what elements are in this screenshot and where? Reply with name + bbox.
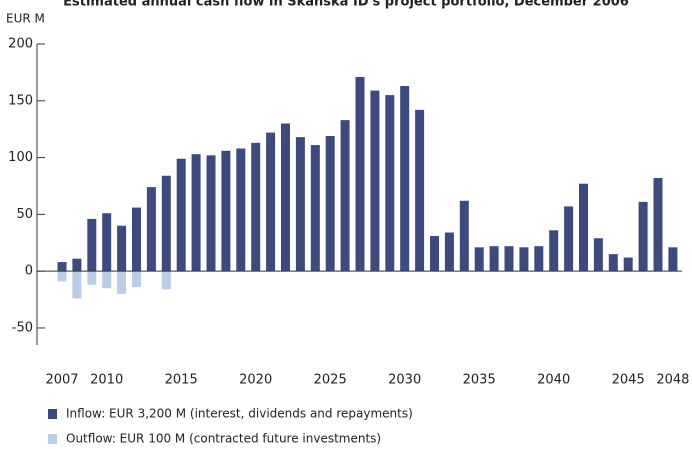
bar bbox=[400, 86, 410, 272]
bar bbox=[57, 262, 67, 272]
bar bbox=[281, 123, 290, 272]
bar bbox=[251, 142, 261, 272]
bar bbox=[474, 247, 484, 272]
bar bbox=[266, 132, 276, 272]
y-tick-label: -50 bbox=[12, 320, 33, 335]
bar bbox=[57, 271, 67, 282]
bar bbox=[72, 258, 82, 272]
bar bbox=[87, 218, 97, 272]
bar bbox=[102, 271, 112, 289]
x-tick-label: 2007 bbox=[45, 373, 78, 388]
bar bbox=[117, 225, 127, 272]
bar bbox=[132, 271, 141, 288]
x-tick-label: 2025 bbox=[314, 373, 347, 388]
bar bbox=[623, 257, 633, 272]
y-tick-label: 150 bbox=[8, 93, 33, 108]
bar bbox=[653, 178, 663, 272]
bar bbox=[72, 271, 82, 299]
y-tick-label: 50 bbox=[16, 207, 33, 222]
bar bbox=[355, 76, 365, 272]
bar bbox=[415, 109, 425, 272]
bar bbox=[340, 120, 350, 272]
x-tick-label: 2015 bbox=[165, 373, 198, 388]
bar bbox=[87, 271, 97, 285]
bar bbox=[385, 95, 395, 272]
bar bbox=[206, 155, 216, 272]
bar bbox=[310, 145, 320, 272]
bar bbox=[534, 246, 544, 272]
bar bbox=[325, 136, 335, 272]
bar bbox=[504, 246, 514, 272]
bar bbox=[236, 148, 246, 272]
bar bbox=[221, 150, 231, 272]
bar bbox=[489, 246, 499, 272]
bar bbox=[519, 247, 529, 272]
bar bbox=[459, 200, 469, 272]
x-tick-label: 2045 bbox=[612, 373, 645, 388]
bar bbox=[102, 213, 112, 272]
bar bbox=[117, 271, 127, 294]
y-tick-label: 200 bbox=[8, 37, 33, 52]
x-tick-label: 2048 bbox=[656, 373, 689, 388]
bar bbox=[579, 183, 588, 272]
chart-title: Estimated annual cash flow in Skanska ID… bbox=[63, 0, 629, 10]
legend-label: Inflow: EUR 3,200 M (interest, dividends… bbox=[66, 407, 413, 421]
y-axis-label: EUR M bbox=[6, 12, 45, 26]
bar bbox=[593, 238, 603, 272]
bar bbox=[444, 232, 454, 272]
bar bbox=[370, 90, 380, 272]
bar bbox=[564, 206, 574, 272]
x-tick-label: 2010 bbox=[90, 373, 123, 388]
bar bbox=[638, 201, 648, 272]
bar bbox=[295, 137, 305, 272]
bar bbox=[132, 207, 141, 272]
legend-label: Outflow: EUR 100 M (contracted future in… bbox=[66, 432, 381, 446]
x-tick-label: 2030 bbox=[388, 373, 421, 388]
bar bbox=[161, 175, 171, 272]
bar bbox=[430, 235, 439, 272]
bar bbox=[549, 230, 559, 272]
x-tick-label: 2035 bbox=[463, 373, 496, 388]
bar bbox=[191, 154, 201, 272]
y-tick-label: 100 bbox=[8, 150, 33, 165]
x-tick-label: 2040 bbox=[537, 373, 570, 388]
bar bbox=[668, 247, 678, 272]
x-tick-label: 2020 bbox=[239, 373, 272, 388]
legend-swatch bbox=[48, 409, 57, 419]
bar bbox=[161, 271, 171, 290]
bar bbox=[608, 254, 618, 272]
legend-swatch bbox=[48, 434, 57, 444]
bar bbox=[146, 187, 156, 272]
y-tick-label: 0 bbox=[25, 264, 33, 279]
bar bbox=[176, 158, 186, 272]
